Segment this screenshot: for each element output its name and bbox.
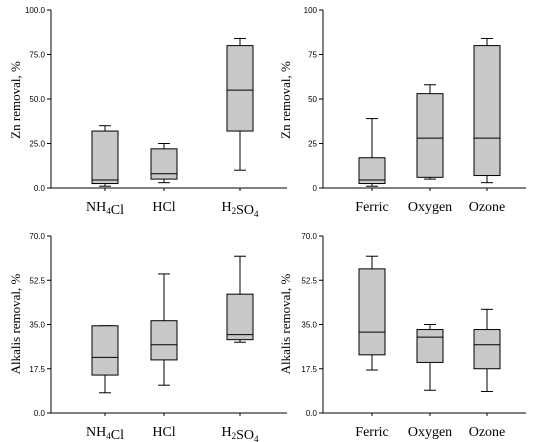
box-hcl xyxy=(150,148,178,180)
y-tick-label: 52.5 xyxy=(29,276,45,285)
y-tick-label: 75.0 xyxy=(29,51,45,60)
x-tick-label: Oxygen xyxy=(408,200,452,215)
box-hcl xyxy=(150,320,178,361)
y-axis-title: Alkalis removal, % xyxy=(8,273,23,374)
y-tick-label: 100 xyxy=(304,6,318,15)
x-tick-label: Ferric xyxy=(355,425,388,440)
x-tick-label: Ferric xyxy=(355,200,388,215)
x-tick-label: Ozone xyxy=(469,425,506,440)
y-tick-label: 70.0 xyxy=(301,232,317,241)
box-oxygen xyxy=(416,93,444,178)
box-ozone xyxy=(473,329,501,370)
y-tick-label: 70.0 xyxy=(29,232,45,241)
box-nh4cl xyxy=(91,325,119,376)
y-tick-label: 35.0 xyxy=(301,321,317,330)
box-nh4cl xyxy=(91,130,119,185)
y-axis-title: Alkalis removal, % xyxy=(278,273,293,374)
box-ferric xyxy=(358,157,386,185)
box-oxygen xyxy=(416,329,444,363)
x-tick-label: Oxygen xyxy=(408,425,452,440)
y-axis-title: Zn removal, % xyxy=(8,61,23,139)
y-tick-label: 50.0 xyxy=(29,95,45,104)
box-ferric xyxy=(358,268,386,356)
x-tick-label: Ozone xyxy=(469,200,506,215)
x-tick-label: HCl xyxy=(152,200,175,215)
box-ozone xyxy=(473,45,501,177)
x-tick-label: NH4Cl xyxy=(86,425,124,442)
y-tick-label: 25.0 xyxy=(29,140,45,149)
y-tick-label: 100.0 xyxy=(25,6,46,15)
x-tick-label: NH4Cl xyxy=(86,200,124,218)
y-tick-label: 0.0 xyxy=(34,184,46,193)
y-tick-label: 25 xyxy=(308,140,317,149)
y-tick-label: 0.0 xyxy=(34,409,46,418)
x-tick-label: H2SO4 xyxy=(221,200,259,219)
box-h2so4 xyxy=(226,293,254,341)
y-tick-label: 75 xyxy=(308,51,317,60)
y-tick-label: 0 xyxy=(313,184,318,193)
y-tick-label: 17.5 xyxy=(29,365,45,374)
x-tick-label: H2SO4 xyxy=(221,425,259,442)
y-tick-label: 52.5 xyxy=(301,276,317,285)
y-tick-label: 35.0 xyxy=(29,321,45,330)
y-tick-label: 50 xyxy=(308,95,317,104)
box-h2so4 xyxy=(226,45,254,132)
y-tick-label: 0.0 xyxy=(306,409,318,418)
x-tick-label: HCl xyxy=(152,425,175,440)
y-tick-label: 17.5 xyxy=(301,365,317,374)
y-axis-title: Zn removal, % xyxy=(278,61,293,139)
